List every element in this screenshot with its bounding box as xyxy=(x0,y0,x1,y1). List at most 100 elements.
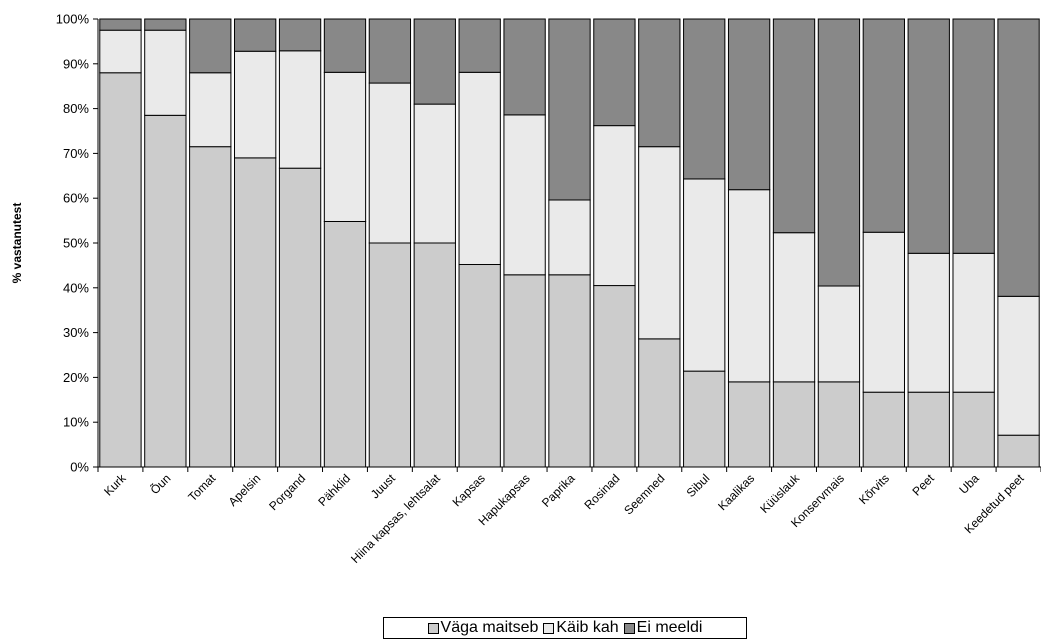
y-tick-label: 30% xyxy=(63,325,89,340)
y-tick-label: 90% xyxy=(63,56,89,71)
x-tick-label: Õun xyxy=(147,471,174,498)
bar-segment xyxy=(907,391,950,468)
bar-segment xyxy=(997,18,1040,297)
plot-area: 0% 10% 20% 30% 40% 50% 60% 70% 80% 90% 100% Kurk Õun… xyxy=(56,12,1041,566)
bar-segment xyxy=(548,199,591,276)
bar-segment xyxy=(234,157,277,468)
bar-segment xyxy=(503,274,546,468)
bar-segment xyxy=(323,71,367,222)
legend-label-2: Ei meeldi xyxy=(636,619,703,636)
legend-item-1: Käib kah xyxy=(543,619,619,637)
y-tick-label: 0% xyxy=(70,460,89,475)
x-tick-label: Porgand xyxy=(266,471,308,513)
bar-segment xyxy=(638,338,681,468)
y-tick-label: 60% xyxy=(63,191,89,206)
x-tick-label: Kaalikas xyxy=(715,471,757,513)
y-tick-label: 20% xyxy=(63,370,89,385)
bar-segment xyxy=(952,391,995,468)
bar-segment xyxy=(413,103,456,244)
bar-segment xyxy=(323,220,367,468)
x-tick-label: Rosinad xyxy=(581,471,622,512)
bar-segment xyxy=(683,18,726,180)
x-tick-label: Tomat xyxy=(185,471,218,504)
bar-segment xyxy=(503,18,546,116)
bar-segment xyxy=(368,82,412,244)
bar-segment xyxy=(278,167,322,468)
x-tick-label: Peet xyxy=(910,471,938,499)
bar-segment xyxy=(907,18,950,254)
bar-segment xyxy=(817,381,861,468)
bar-segment xyxy=(772,232,816,383)
bar-segment xyxy=(413,242,456,468)
bar-segment xyxy=(727,189,771,383)
bar-segment xyxy=(189,72,232,148)
legend-label-0: Väga maitseb xyxy=(440,619,539,636)
bar-segment xyxy=(278,50,322,169)
bar-segment xyxy=(368,18,412,84)
x-tick-label: Kõrvits xyxy=(856,471,892,507)
bar-segment xyxy=(997,434,1040,468)
bar-segment xyxy=(368,242,412,468)
bar-segment xyxy=(548,18,591,201)
bar-segment xyxy=(907,252,950,393)
x-tick-label: Pähklid xyxy=(315,471,353,509)
bar-segment xyxy=(862,391,905,468)
bar-segment xyxy=(593,285,636,468)
legend-swatch-0 xyxy=(427,622,439,634)
x-tick-label: Kurk xyxy=(101,471,129,499)
legend-item-2: Ei meeldi xyxy=(623,619,703,637)
bar-segment xyxy=(862,18,905,233)
bar-segment xyxy=(997,295,1040,436)
y-tick-label: 100% xyxy=(56,12,90,27)
y-tick-label: 70% xyxy=(63,146,89,161)
legend-item-0: Väga maitseb xyxy=(427,619,539,637)
bar-segment xyxy=(144,29,187,116)
bar-segment xyxy=(144,18,187,31)
x-tick-label: Paprika xyxy=(539,471,578,510)
bar-segment xyxy=(189,146,232,468)
bar-segment xyxy=(638,18,681,148)
bar-segment xyxy=(99,72,142,468)
y-axis-label: % vastanutest xyxy=(10,203,24,284)
bar-segment xyxy=(234,50,277,159)
legend: Väga maitseb Käib kah Ei meeldi xyxy=(383,617,747,639)
bar-segment xyxy=(458,18,501,73)
stacked-bar-chart: 0% 10% 20% 30% 40% 50% 60% 70% 80% 90% 100% Kurk Õun… xyxy=(10,12,1041,566)
x-tick-label: Juust xyxy=(368,471,399,502)
x-tick-label: Kapsas xyxy=(450,471,488,509)
bar-segment xyxy=(458,264,501,468)
x-tick-label: Sibul xyxy=(684,471,713,500)
x-tick-label: Küüslauk xyxy=(757,471,803,517)
y-tick-label: 10% xyxy=(63,415,89,430)
bar-segment xyxy=(952,252,995,393)
bar-segment xyxy=(99,18,142,31)
y-tick-label: 50% xyxy=(63,236,89,251)
bar-segment xyxy=(503,114,546,276)
bar-segment xyxy=(548,274,591,468)
bar-segment xyxy=(413,18,456,105)
bar-segment xyxy=(772,381,816,468)
bar-segment xyxy=(727,18,771,191)
bar-segment xyxy=(323,18,367,73)
bar-segment xyxy=(99,29,142,74)
bar-segment xyxy=(862,231,905,393)
x-tick-label: Seemned xyxy=(621,471,667,517)
bar-segment xyxy=(772,18,816,234)
bar-segment xyxy=(683,370,726,468)
bar-segment xyxy=(144,114,187,468)
x-tick-label: Apelsin xyxy=(226,471,264,509)
bar-segment xyxy=(638,146,681,340)
bar-segment xyxy=(278,18,322,52)
bar-segment xyxy=(817,285,861,383)
x-tick-label: Hiina kapsas, lehtsalat xyxy=(348,471,443,566)
bar-segment xyxy=(593,125,636,287)
bar-segment xyxy=(189,18,232,74)
legend-swatch-1 xyxy=(543,622,555,634)
bar-segment xyxy=(593,18,636,127)
bar-segment xyxy=(727,381,771,468)
bar-segment xyxy=(234,18,277,52)
bar-segment xyxy=(952,18,995,254)
legend-swatch-2 xyxy=(623,622,635,634)
legend-label-1: Käib kah xyxy=(556,619,619,636)
y-tick-label: 40% xyxy=(63,280,89,295)
